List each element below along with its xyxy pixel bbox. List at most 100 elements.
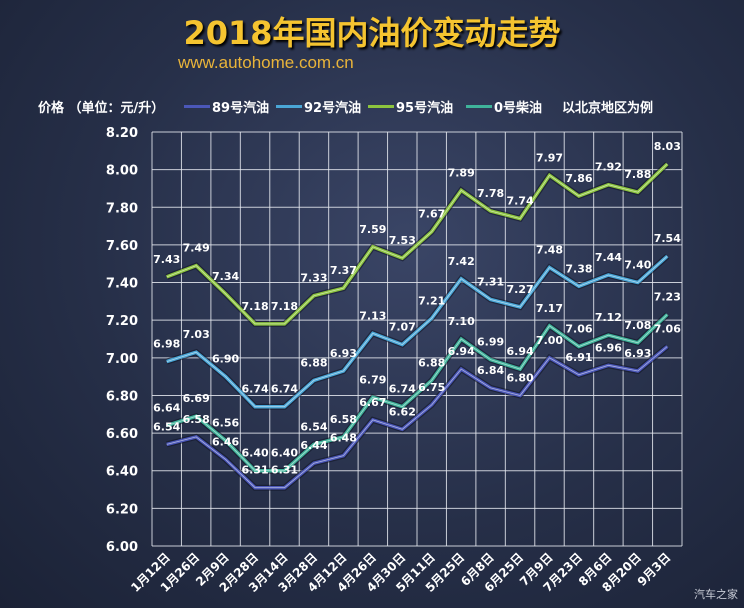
data-labels: 6.546.586.466.31 6.316.446.486.676.626.75…: [153, 140, 681, 477]
series-highlight-1: [166, 255, 668, 408]
legend-swatch-diesel: [466, 105, 492, 108]
data-label-2-6: 7.37: [330, 264, 357, 277]
data-label-3-11: 6.99: [477, 336, 504, 349]
data-label-0-6: 6.48: [330, 432, 357, 445]
data-label-2-4: 7.18: [271, 300, 298, 313]
y-tick-label-1: 6.20: [106, 502, 138, 517]
data-label-0-8: 6.62: [389, 405, 416, 418]
data-label-3-5: 6.54: [300, 420, 327, 433]
data-label-1-9: 7.21: [418, 294, 445, 307]
data-label-1-17: 7.54: [654, 232, 681, 245]
data-label-1-6: 6.93: [330, 347, 357, 360]
y-tick-label-7: 7.40: [106, 277, 138, 292]
data-label-2-5: 7.33: [300, 272, 327, 285]
data-label-3-1: 6.69: [183, 392, 210, 405]
data-label-1-12: 7.27: [506, 283, 533, 296]
data-label-1-8: 7.07: [389, 321, 416, 334]
data-label-3-13: 7.17: [536, 302, 563, 315]
series-lines: [165, 161, 670, 491]
watermark-text: 汽车之家: [694, 588, 738, 601]
data-label-0-4: 6.31: [271, 464, 298, 477]
data-label-3-2: 6.56: [212, 417, 239, 430]
data-label-1-3: 6.74: [241, 383, 268, 396]
series-highlight-0: [166, 346, 668, 489]
series-highlight-3: [166, 314, 668, 472]
data-label-1-5: 6.88: [300, 356, 327, 369]
data-label-2-8: 7.53: [389, 234, 416, 247]
data-label-3-7: 6.79: [359, 373, 386, 386]
data-label-1-4: 6.74: [271, 383, 298, 396]
legend-label-89: 89号汽油: [212, 101, 270, 116]
y-tick-label-11: 8.20: [106, 126, 138, 141]
data-label-3-17: 7.23: [654, 291, 681, 304]
data-label-0-13: 7.00: [536, 334, 563, 347]
data-label-2-1: 7.49: [183, 242, 210, 255]
data-label-0-7: 6.67: [359, 396, 386, 409]
data-label-0-2: 6.46: [212, 435, 239, 448]
data-label-0-16: 6.93: [624, 347, 651, 360]
y-tick-label-2: 6.40: [106, 465, 138, 480]
data-label-1-2: 6.90: [212, 353, 239, 366]
data-label-0-1: 6.58: [183, 413, 210, 426]
y-tick-label-3: 6.60: [106, 427, 138, 442]
data-label-1-7: 7.13: [359, 309, 386, 322]
data-label-0-9: 6.75: [418, 381, 445, 394]
legend-swatch-89: [184, 105, 210, 108]
data-label-2-14: 7.86: [565, 172, 592, 185]
data-label-0-14: 6.91: [565, 351, 592, 364]
chart-title: 2018年国内油价变动走势: [183, 14, 561, 52]
data-label-2-7: 7.59: [359, 223, 386, 236]
legend-label-95: 95号汽油: [396, 101, 454, 116]
data-label-1-1: 7.03: [183, 328, 210, 341]
y-axis: 6.00 6.20 6.40 6.60 6.80 7.00 7.20 7.40 7.60 7.80…: [106, 126, 138, 555]
data-label-0-0: 6.54: [153, 420, 180, 433]
y-tick-label-6: 7.20: [106, 314, 138, 329]
data-label-2-17: 8.03: [654, 140, 681, 153]
data-label-3-9: 6.88: [418, 356, 445, 369]
data-label-0-15: 6.96: [595, 341, 622, 354]
x-axis: 1月12日1月26日2月9日2月28日3月14日3月28日4月12日4月26日4…: [128, 550, 673, 595]
data-label-2-0: 7.43: [153, 253, 180, 266]
y-tick-label-0: 6.00: [106, 540, 138, 555]
data-label-2-10: 7.89: [448, 166, 475, 179]
data-label-1-15: 7.44: [595, 251, 622, 264]
y-tick-label-5: 7.00: [106, 352, 138, 367]
data-label-3-0: 6.64: [153, 402, 180, 415]
data-label-1-11: 7.31: [477, 275, 504, 288]
data-label-3-6: 6.58: [330, 413, 357, 426]
x-tick-label-17: 9月3日: [635, 550, 674, 589]
y-axis-label: 价格 （单位：元/升）: [38, 101, 165, 116]
data-label-2-16: 7.88: [624, 168, 651, 181]
data-label-2-12: 7.74: [506, 195, 533, 208]
data-label-2-3: 7.18: [241, 300, 268, 313]
data-label-3-15: 7.12: [595, 311, 622, 324]
legend-label-92: 92号汽油: [304, 101, 362, 116]
data-label-1-10: 7.42: [448, 255, 475, 268]
y-tick-label-4: 6.80: [106, 389, 138, 404]
site-url[interactable]: www.autohome.com.cn: [178, 53, 354, 72]
data-label-0-11: 6.84: [477, 364, 504, 377]
data-label-2-15: 7.92: [595, 161, 622, 174]
data-label-1-16: 7.40: [624, 259, 651, 272]
data-label-2-2: 7.34: [212, 270, 239, 283]
data-label-2-13: 7.97: [536, 151, 563, 164]
y-tick-label-8: 7.60: [106, 239, 138, 254]
data-label-0-12: 6.80: [506, 371, 533, 384]
data-label-0-10: 6.94: [448, 345, 475, 358]
data-label-2-9: 7.67: [418, 208, 445, 221]
data-label-0-3: 6.31: [241, 464, 268, 477]
data-label-3-14: 7.06: [565, 323, 592, 336]
data-label-3-3: 6.40: [241, 447, 268, 460]
data-label-3-4: 6.40: [271, 447, 298, 460]
data-label-3-16: 7.08: [624, 319, 651, 332]
legend-swatch-95: [368, 105, 394, 108]
data-label-2-11: 7.78: [477, 187, 504, 200]
y-tick-label-9: 7.80: [106, 201, 138, 216]
legend-note: 以北京地区为例: [562, 101, 654, 116]
data-label-1-0: 6.98: [153, 338, 180, 351]
data-label-3-8: 6.74: [389, 383, 416, 396]
data-label-3-10: 7.10: [448, 315, 475, 328]
data-label-3-12: 6.94: [506, 345, 533, 358]
legend: 89号汽油 92号汽油 95号汽油 0号柴油 以北京地区为例: [0, 97, 744, 116]
